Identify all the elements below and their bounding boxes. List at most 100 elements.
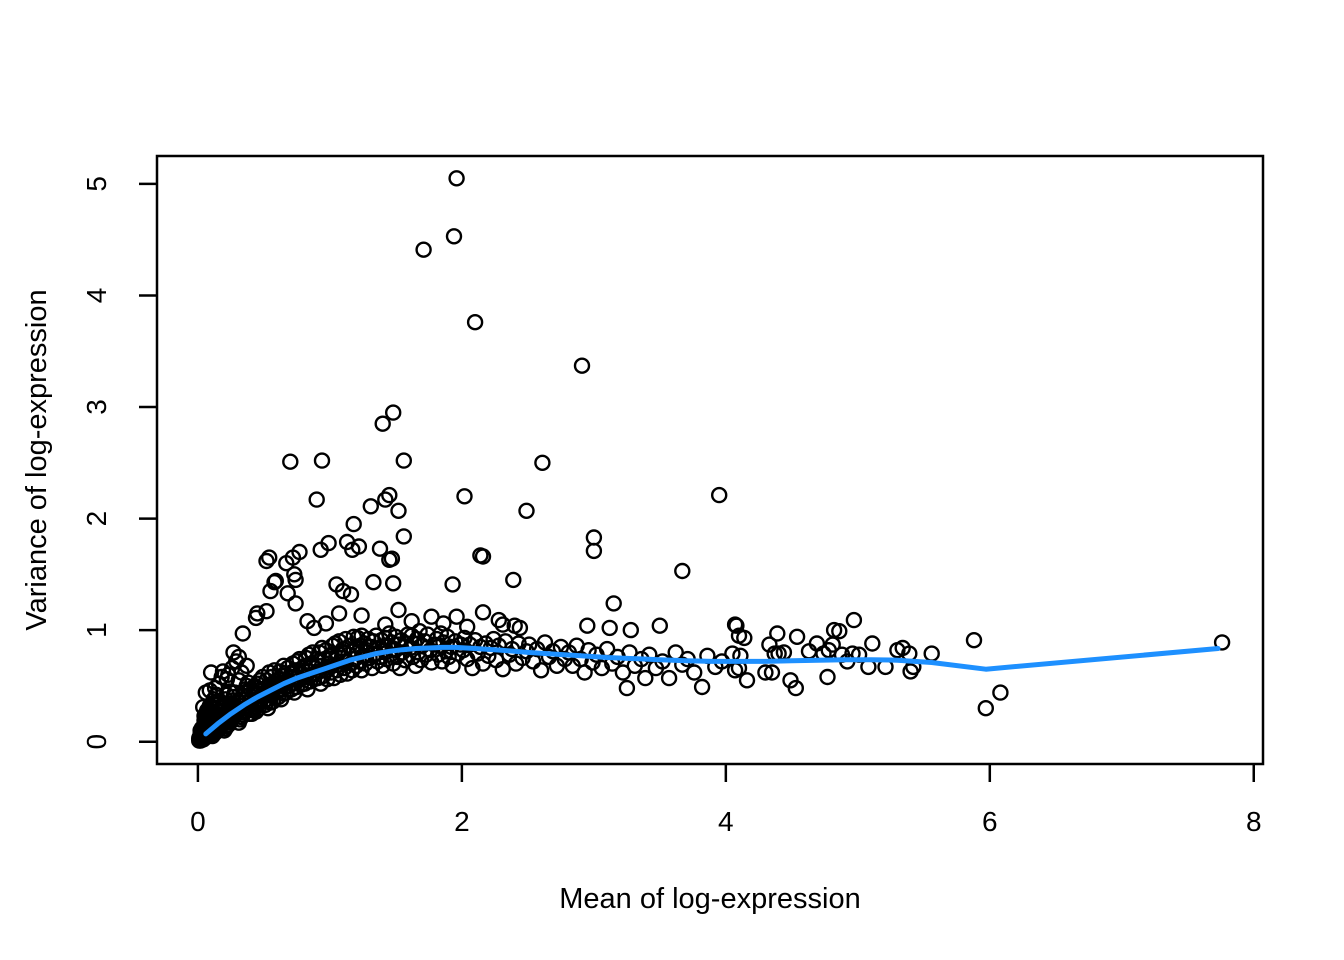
scatter-point	[381, 486, 398, 504]
scatter-point	[374, 415, 391, 432]
y-axis-tick-label: 0	[81, 734, 112, 750]
scatter-point	[1213, 634, 1231, 651]
scatter-point	[763, 664, 781, 681]
scatter-point	[490, 611, 507, 629]
scatter-point	[464, 659, 481, 677]
scatter-point	[313, 452, 331, 469]
scatter-point	[831, 623, 848, 640]
scatter-point	[299, 613, 316, 630]
scatter-point	[466, 314, 484, 331]
scatter-point	[674, 562, 691, 580]
scatter-point	[415, 241, 432, 258]
scatter-point	[247, 609, 265, 627]
scatter-point	[312, 541, 329, 558]
scatter-point	[494, 616, 511, 633]
scatter-point	[518, 502, 535, 519]
x-axis-title: Mean of log-expression	[559, 883, 860, 915]
scatter-point	[614, 664, 632, 681]
scatter-point	[317, 615, 335, 632]
scatter-point	[350, 538, 368, 555]
scatter-point	[573, 357, 591, 374]
scatter-point	[334, 582, 352, 600]
scatter-point	[287, 595, 304, 612]
scatter-point	[395, 528, 412, 545]
scatter-point	[258, 552, 275, 570]
scatter-point	[423, 608, 440, 625]
scatter-point	[395, 452, 412, 469]
scatter-point	[923, 645, 940, 662]
y-axis-tick-label: 2	[81, 511, 112, 527]
scatter-point	[385, 575, 402, 592]
scatter-point	[601, 619, 618, 637]
scatter-point	[738, 672, 756, 689]
scatter-point	[445, 228, 463, 245]
trend-line	[203, 644, 1221, 737]
scatter-point	[278, 555, 295, 572]
scatter-point	[693, 678, 711, 696]
scatter-point	[864, 635, 881, 652]
scatter-point	[362, 498, 379, 515]
scatter-point	[472, 547, 489, 564]
x-axis-tick-label: 6	[982, 806, 998, 837]
y-axis-tick-label: 4	[81, 288, 112, 304]
scatter-point	[353, 607, 370, 624]
scatter-point	[330, 605, 348, 622]
x-axis-tick-label: 0	[190, 806, 206, 837]
x-axis-tick-label: 2	[454, 806, 470, 837]
scatter-point	[585, 529, 603, 546]
scatter-point	[474, 604, 492, 621]
scatter-point	[819, 668, 836, 686]
scatter-point	[345, 515, 362, 533]
scatter-point	[845, 611, 863, 629]
scatter-point	[585, 542, 603, 560]
scatter-point	[622, 621, 639, 639]
scatter-point	[308, 491, 325, 508]
scatter-point	[660, 669, 678, 687]
scatter-point	[282, 453, 299, 470]
scatter-point	[605, 595, 622, 612]
scatter-point	[390, 601, 407, 619]
y-axis-tick-label: 3	[81, 399, 112, 415]
scatter-point	[728, 617, 745, 634]
scatter-point	[202, 664, 220, 681]
scatter-point	[262, 582, 279, 600]
scatter-point	[494, 661, 511, 678]
scatter-point	[390, 502, 407, 519]
scatter-point	[576, 664, 593, 681]
scatter-point	[287, 571, 304, 589]
scatter-point	[342, 586, 360, 603]
scatter-point	[711, 486, 728, 504]
scatter-point	[444, 576, 461, 593]
scatter-point	[377, 616, 394, 633]
scatter-point	[637, 669, 654, 687]
scatter-point	[761, 636, 778, 653]
scatter-point	[439, 628, 456, 645]
y-axis-tick-label: 1	[81, 622, 112, 638]
y-axis-tick-label: 5	[81, 176, 112, 192]
y-axis-title: Variance of log-expression	[21, 289, 53, 630]
scatter-point	[261, 549, 278, 566]
scatter-point	[977, 700, 994, 717]
scatter-point	[371, 540, 389, 557]
scatter-point	[788, 628, 806, 645]
scatter-point	[651, 617, 668, 634]
scatter-point	[992, 684, 1009, 701]
scatter-point	[686, 664, 703, 681]
x-axis-tick-label: 8	[1246, 806, 1262, 837]
scatter-point	[965, 632, 983, 649]
scatter-point	[377, 491, 394, 508]
scatter-point	[230, 648, 248, 666]
scatter-point	[459, 618, 476, 635]
scatter-point	[448, 170, 465, 187]
scatter-point	[234, 625, 252, 642]
x-axis-tick-label: 4	[718, 806, 734, 837]
scatter-point	[448, 608, 465, 625]
plot-border	[155, 154, 1265, 766]
scatter-point	[511, 619, 529, 637]
scatter-point	[381, 551, 398, 568]
scatter-point	[757, 664, 774, 681]
scatter-point	[579, 617, 596, 634]
scatter-point	[769, 625, 786, 642]
